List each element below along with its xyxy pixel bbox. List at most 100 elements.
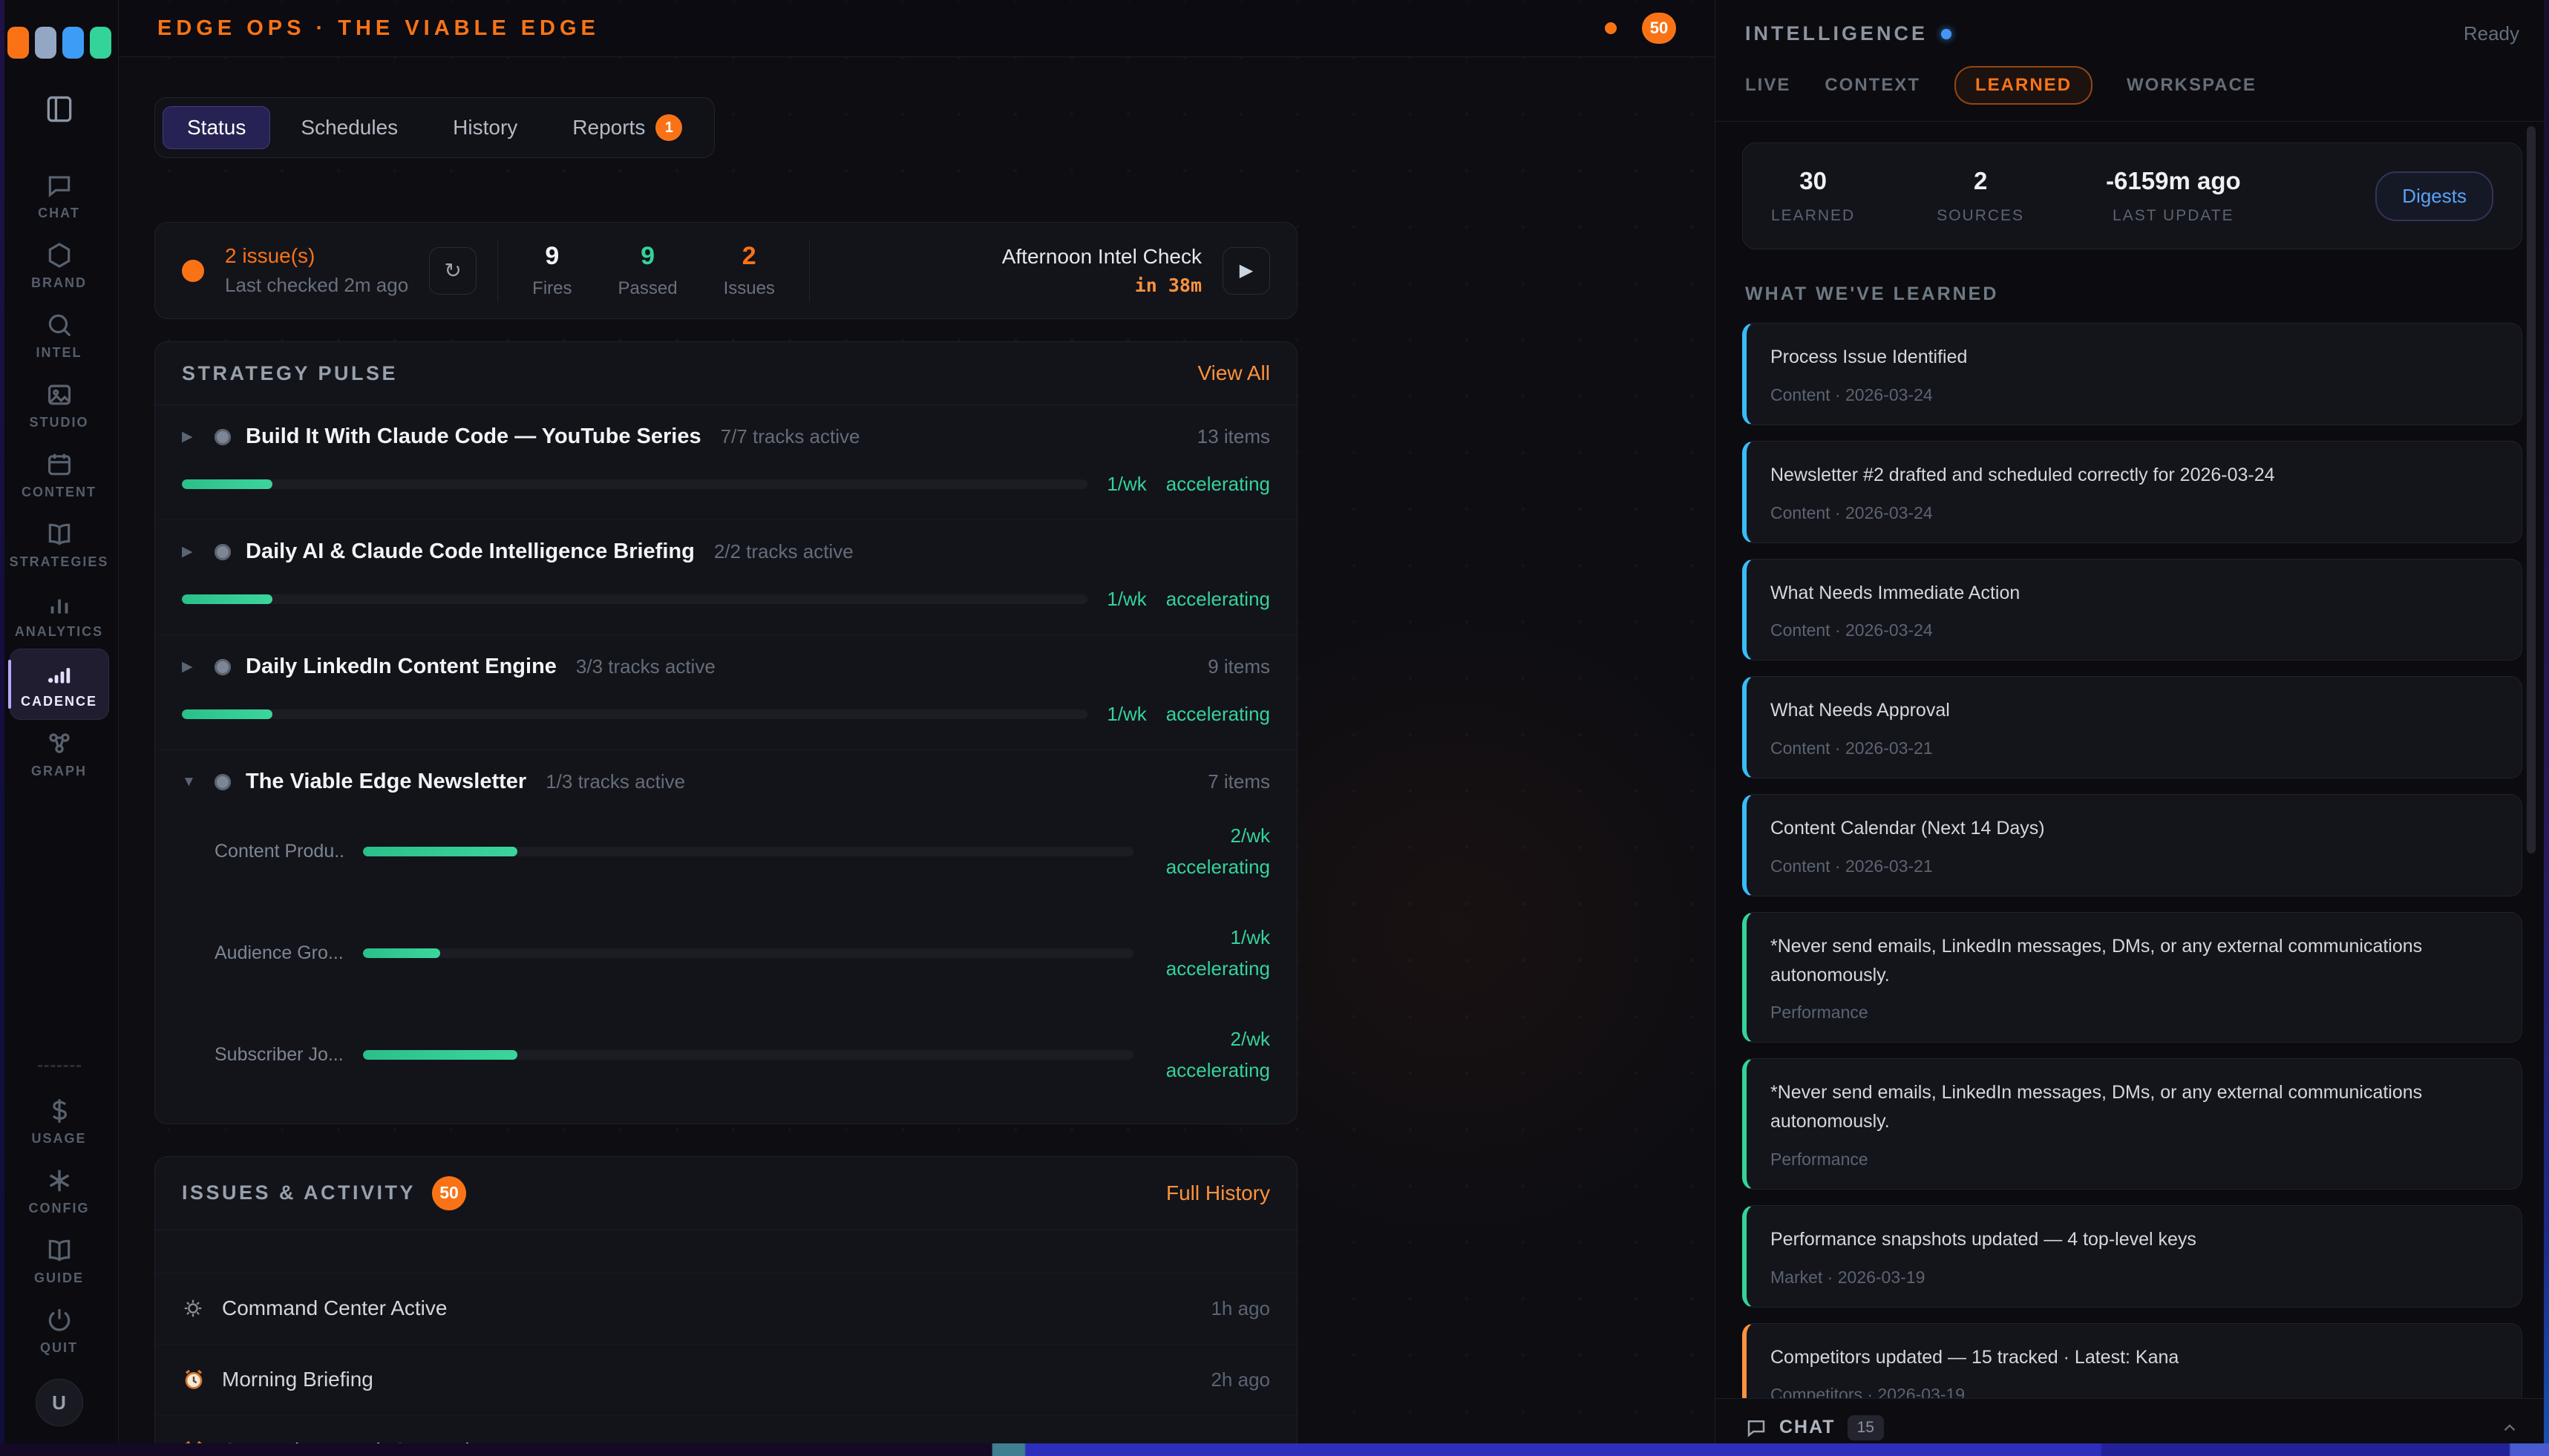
progress-track	[182, 479, 1088, 489]
pulse-items: 7 items	[1208, 770, 1270, 793]
tab-context[interactable]: CONTEXT	[1825, 75, 1921, 95]
sidebar-item-chat[interactable]: CHAT	[10, 161, 108, 231]
activity-count-badge: 50	[432, 1175, 467, 1210]
activity-label: Morning Briefing	[222, 1368, 373, 1391]
activity-row[interactable]: Morning Briefing 2h ago	[155, 1345, 1297, 1416]
main-tabbar: Status Schedules History Reports 1	[154, 97, 716, 158]
learned-card[interactable]: Content Calendar (Next 14 Days) Content …	[1742, 794, 2522, 896]
pulse-subrow: Content Produ... 2/wk accelerating	[182, 807, 1270, 896]
sidebar-item-content[interactable]: CONTENT	[10, 440, 108, 510]
caret-right-icon[interactable]	[182, 428, 200, 445]
strategy-pulse-card: STRATEGY PULSE View All Build It With Cl…	[154, 341, 1298, 1124]
full-history-link[interactable]: Full History	[1165, 1181, 1270, 1204]
run-now-button[interactable]	[1223, 246, 1270, 295]
tab-history[interactable]: History	[428, 106, 542, 149]
gear-icon	[182, 1297, 209, 1319]
learned-card[interactable]: *Never send emails, LinkedIn messages, D…	[1742, 911, 2522, 1043]
tab-live[interactable]: LIVE	[1745, 75, 1791, 95]
sidebar-item-label: USAGE	[31, 1130, 87, 1146]
learned-meta: Content · 2026-03-21	[1770, 738, 1933, 758]
sidebar-item-label: INTEL	[36, 344, 82, 360]
sidebar-item-cadence[interactable]: CADENCE	[7, 649, 108, 719]
progress-fill	[182, 479, 273, 489]
learned-card[interactable]: Performance snapshots updated — 4 top-le…	[1742, 1204, 2522, 1308]
progress-fill	[182, 594, 273, 604]
sidebar-divider	[37, 1065, 81, 1067]
learned-card[interactable]: Competitors updated — 15 tracked · Lates…	[1742, 1322, 2522, 1398]
learned-meta: Market · 2026-03-19	[1770, 1267, 1925, 1287]
tab-label: Reports	[572, 116, 646, 139]
learned-card[interactable]: Newsletter #2 drafted and scheduled corr…	[1742, 440, 2522, 543]
pulse-title[interactable]: Daily AI & Claude Code Intelligence Brie…	[246, 540, 695, 563]
view-all-link[interactable]: View All	[1197, 361, 1270, 384]
sidebar-item-usage[interactable]: USAGE	[10, 1086, 108, 1156]
tab-workspace[interactable]: WORKSPACE	[2127, 75, 2257, 95]
sidebar-item-config[interactable]: CONFIG	[10, 1156, 108, 1226]
learned-title: *Never send emails, LinkedIn messages, D…	[1770, 1082, 2423, 1132]
sidebar-item-label: STRATEGIES	[9, 554, 109, 569]
chat-bubble-icon	[1745, 1417, 1767, 1439]
window-dots	[7, 27, 111, 59]
pulse-status-dot	[215, 428, 231, 445]
intelligence-header: INTELLIGENCE Ready LIVE CONTEXT LEARNED …	[1715, 0, 2549, 122]
header-count-badge[interactable]: 50	[1642, 13, 1676, 44]
section-title: ISSUES & ACTIVITY	[182, 1181, 416, 1204]
learned-title: Content Calendar (Next 14 Days)	[1770, 818, 2045, 839]
caret-right-icon[interactable]	[182, 658, 200, 675]
caret-down-icon[interactable]	[182, 774, 200, 790]
pulse-subrow: Subscriber Jo... 2/wk accelerating	[182, 1011, 1270, 1099]
sidebar-item-guide[interactable]: GUIDE	[10, 1226, 108, 1296]
chat-count-badge: 15	[1847, 1414, 1884, 1440]
sidebar-item-label: ANALYTICS	[14, 623, 104, 639]
activity-row[interactable]: Command Center Active 1h ago	[155, 1273, 1297, 1345]
learned-meta: Content · 2026-03-21	[1770, 856, 1933, 876]
sidebar-item-studio[interactable]: STUDIO	[10, 370, 108, 440]
sidebar-item-graph[interactable]: GRAPH	[10, 719, 108, 789]
learned-title: Newsletter #2 drafted and scheduled corr…	[1770, 464, 2275, 485]
learned-card[interactable]: What Needs Immediate Action Content · 20…	[1742, 558, 2522, 661]
learned-card[interactable]: Process Issue Identified Content · 2026-…	[1742, 323, 2522, 425]
sidebar-item-strategies[interactable]: STRATEGIES	[10, 510, 108, 580]
book-icon	[45, 520, 73, 548]
tab-status[interactable]: Status	[163, 106, 271, 149]
sidebar-item-analytics[interactable]: ANALYTICS	[10, 580, 108, 649]
caret-right-icon[interactable]	[182, 543, 200, 560]
chevron-up-icon[interactable]	[2500, 1418, 2519, 1437]
user-avatar[interactable]: U	[35, 1379, 83, 1426]
track-label: Content Produ...	[215, 841, 345, 862]
issue-dot-icon	[182, 259, 204, 282]
learned-count: 30	[1799, 167, 1827, 194]
pulse-row: Build It With Claude Code — YouTube Seri…	[155, 405, 1297, 520]
sidebar-item-brand[interactable]: BRAND	[10, 231, 108, 301]
sidebar-item-label: GRAPH	[30, 763, 87, 778]
tab-schedules[interactable]: Schedules	[276, 106, 422, 149]
panel-toggle-icon[interactable]	[43, 93, 76, 125]
tab-learned[interactable]: LEARNED	[1954, 66, 2093, 105]
signal-bars-icon	[45, 660, 73, 688]
pulse-title[interactable]: Build It With Claude Code — YouTube Seri…	[246, 424, 701, 448]
digests-button[interactable]: Digests	[2375, 171, 2493, 221]
pulse-title[interactable]: The Viable Edge Newsletter	[246, 770, 527, 793]
refresh-button[interactable]	[429, 246, 477, 295]
hexagon-icon	[45, 241, 73, 269]
last-update-value: -6159m ago	[2106, 167, 2241, 194]
learned-stats-card: 30 LEARNED 2 SOURCES -6159m ago LAST UPDATE…	[1742, 142, 2522, 249]
learned-card[interactable]: What Needs Approval Content · 2026-03-21	[1742, 676, 2522, 778]
issues-activity-card: ISSUES & ACTIVITY 50 Full History Comman…	[154, 1155, 1298, 1456]
panel-scrollbar-thumb[interactable]	[2527, 126, 2536, 853]
sidebar-item-intel[interactable]: INTEL	[10, 301, 108, 370]
play-icon	[1240, 260, 1253, 281]
track-trend: accelerating	[1165, 957, 1270, 980]
asterisk-icon	[45, 1167, 73, 1195]
progress-track	[363, 948, 1133, 959]
sidebar-item-label: QUIT	[40, 1339, 78, 1355]
tab-reports[interactable]: Reports 1	[548, 105, 707, 151]
learned-card[interactable]: *Never send emails, LinkedIn messages, D…	[1742, 1058, 2522, 1190]
main-column: EDGE OPS · THE VIABLE EDGE 50 Status Sch…	[119, 0, 1715, 1456]
pulse-title[interactable]: Daily LinkedIn Content Engine	[246, 655, 557, 678]
sidebar-item-quit[interactable]: QUIT	[10, 1296, 108, 1365]
pulse-rate: 1/wk	[1107, 703, 1147, 725]
track-label: Audience Gro...	[215, 942, 344, 964]
network-icon	[45, 729, 73, 758]
